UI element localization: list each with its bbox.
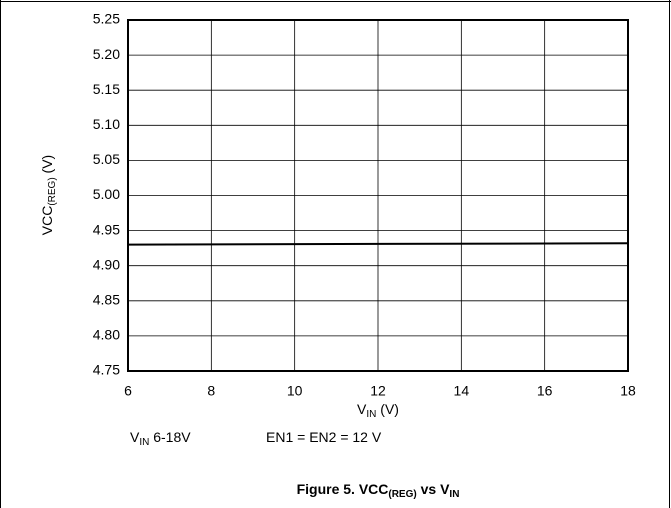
y-tick-label: 4.80 <box>93 327 120 343</box>
y-axis-label-part: VCC <box>39 206 55 236</box>
y-tick-label: 4.75 <box>93 362 120 378</box>
y-axis-label-part: (REG) <box>47 177 58 205</box>
x-axis-label-part: (V) <box>376 401 399 417</box>
chart-title-part: IN <box>449 489 459 500</box>
y-axis-label: VCC(REG) (V) <box>39 155 58 235</box>
annotation: EN1 = EN2 = 12 V <box>266 429 382 445</box>
y-tick-label: 5.15 <box>93 81 120 97</box>
annotation-part: 6-18V <box>149 429 191 445</box>
annotation-part: IN <box>139 437 149 448</box>
chart-title: Figure 5. VCC(REG) vs VIN <box>297 481 460 500</box>
x-axis-label-part: V <box>357 401 367 417</box>
chart-title-part: Figure 5. VCC <box>297 481 389 497</box>
annotation-part: V <box>130 429 140 445</box>
chart-title-part: (REG) <box>388 489 416 500</box>
x-tick-label: 10 <box>287 383 303 399</box>
y-tick-label: 4.85 <box>93 292 120 308</box>
x-tick-label: 18 <box>620 383 636 399</box>
y-tick-label: 5.10 <box>93 116 120 132</box>
plot-frame <box>127 19 629 372</box>
y-tick-label: 5.05 <box>93 151 120 167</box>
x-tick-label: 8 <box>207 383 215 399</box>
annotation-part: EN1 = EN2 = 12 V <box>266 429 382 445</box>
y-axis-label-part: (V) <box>39 155 55 178</box>
x-tick-label: 16 <box>537 383 553 399</box>
y-tick-label: 5.20 <box>93 46 120 62</box>
chart-title-part: vs V <box>417 481 450 497</box>
x-tick-label: 14 <box>454 383 470 399</box>
annotation: VIN 6-18V <box>130 429 191 448</box>
y-tick-label: 5.25 <box>93 11 120 27</box>
x-axis-label: VIN (V) <box>357 401 399 420</box>
x-tick-label: 6 <box>124 383 132 399</box>
x-tick-label: 12 <box>370 383 386 399</box>
y-tick-label: 4.95 <box>93 221 120 237</box>
y-tick-label: 4.90 <box>93 256 120 272</box>
data-line <box>127 242 629 246</box>
x-axis-label-part: IN <box>366 409 376 420</box>
y-tick-label: 5.00 <box>93 186 120 202</box>
